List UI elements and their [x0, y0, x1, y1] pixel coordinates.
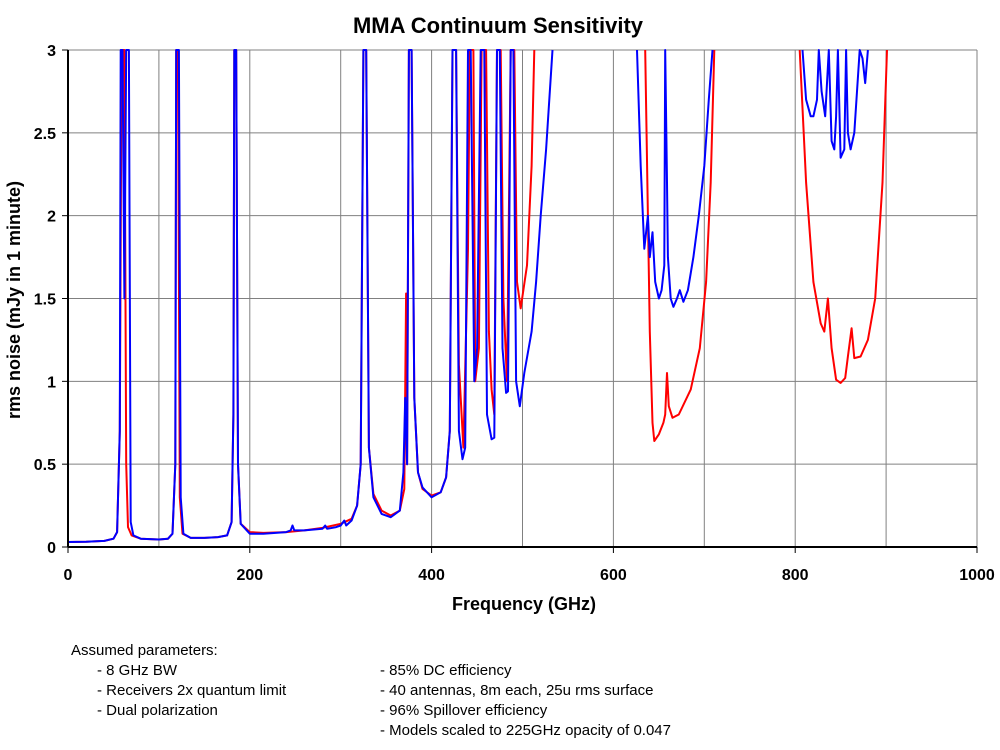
- x-tick-label: 400: [418, 567, 445, 584]
- x-tick-label: 1000: [959, 567, 995, 584]
- series-1-line: [798, 49, 888, 384]
- series-2-line: [636, 49, 714, 308]
- series-2-line: [801, 49, 869, 159]
- y-tick-label: 0.5: [34, 457, 56, 474]
- x-tick-label: 800: [782, 567, 809, 584]
- x-tick-label: 200: [236, 567, 263, 584]
- y-tick-label: 3: [47, 43, 56, 60]
- x-ticks: 0 200 400 600 800 1000: [64, 547, 995, 584]
- y-tick-label: 2.5: [34, 126, 56, 143]
- grid: [68, 49, 978, 547]
- series-1-line: [644, 49, 716, 442]
- x-tick-label: 600: [600, 567, 627, 584]
- y-ticks: 0 0.5 1 1.5 2 2.5 3: [34, 43, 68, 557]
- y-tick-label: 1: [47, 374, 56, 391]
- y-tick-label: 0: [47, 540, 56, 557]
- y-tick-label: 1.5: [34, 292, 56, 309]
- y-tick-label: 2: [47, 209, 56, 226]
- x-axis-title: Frequency (GHz): [452, 594, 596, 614]
- series-2-line: [67, 49, 554, 543]
- chart-title: MMA Continuum Sensitivity: [353, 13, 644, 38]
- x-tick-label: 0: [64, 567, 73, 584]
- y-axis-title: rms noise (mJy in 1 minute): [4, 181, 24, 419]
- series-group: [67, 49, 888, 543]
